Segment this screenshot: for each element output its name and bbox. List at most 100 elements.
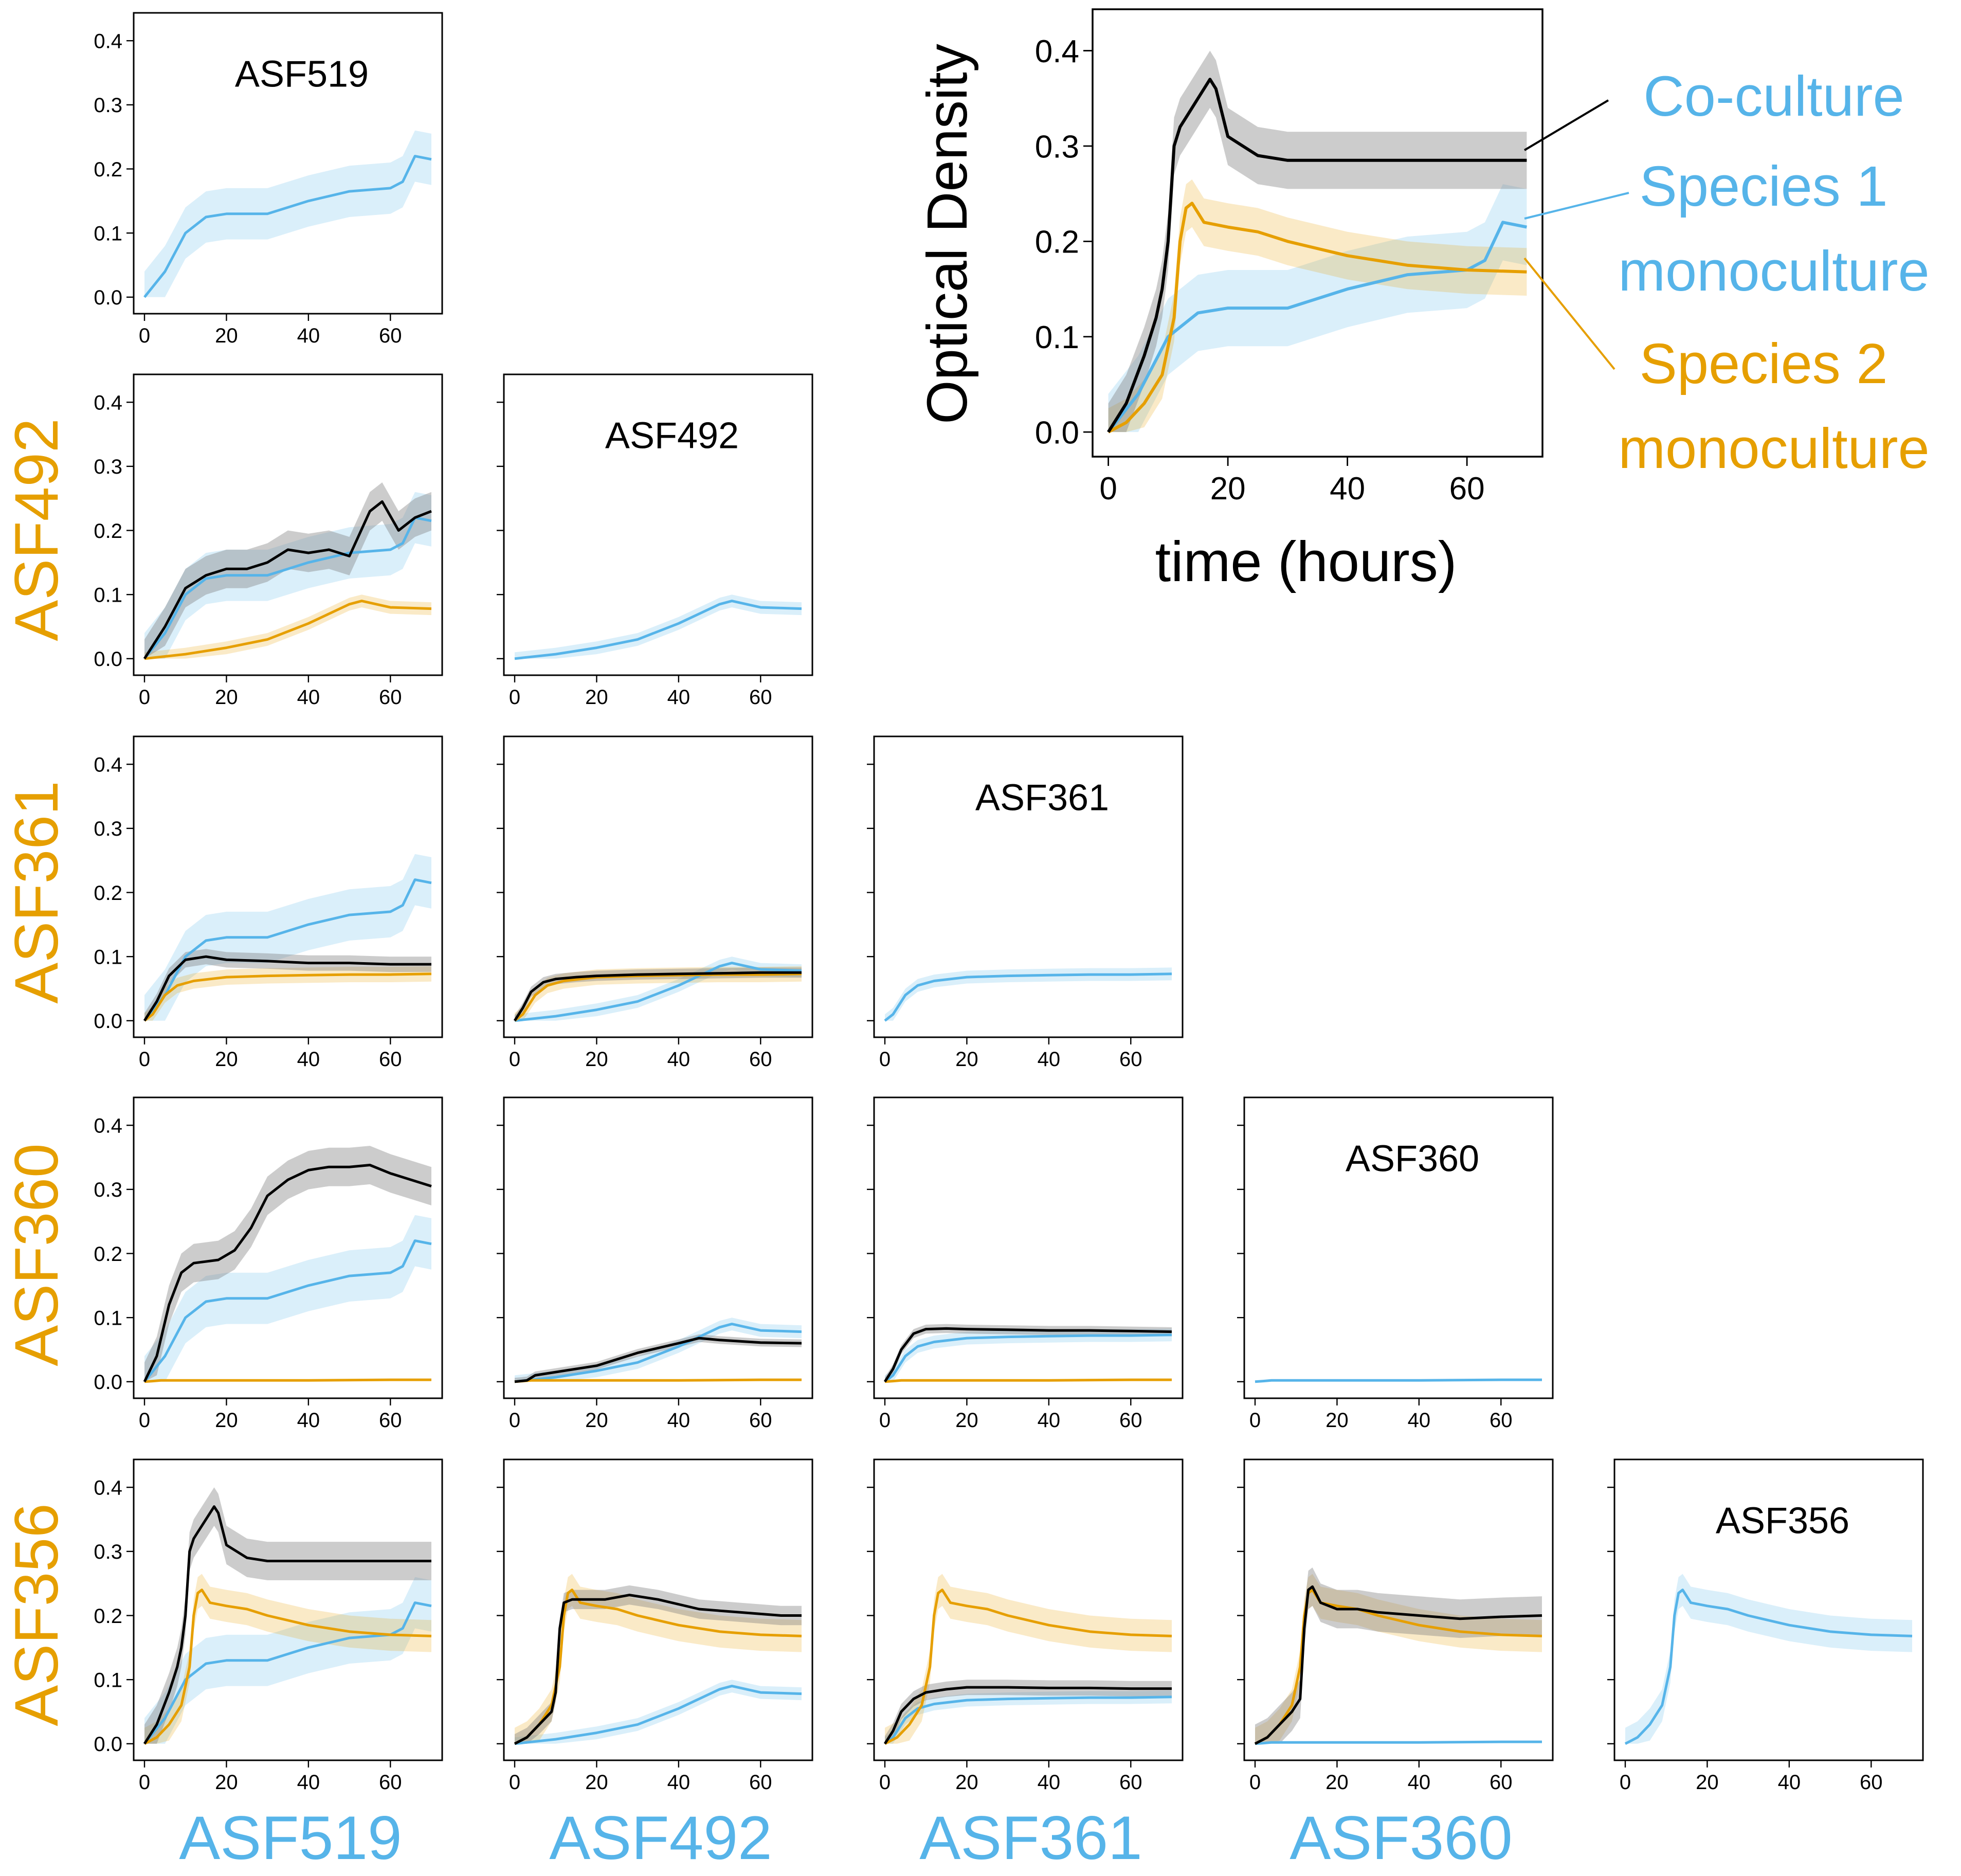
series-line-coculture	[143, 955, 431, 1022]
legend-species1-label-line2: monoculture	[1618, 240, 1929, 303]
band-species2	[144, 1574, 431, 1744]
x-tick-label: 20	[585, 1048, 608, 1071]
x-tick-label: 20	[215, 1771, 238, 1794]
x-tick-label: 0	[1620, 1771, 1631, 1794]
band-coculture	[885, 1680, 1172, 1744]
series-line-species1	[884, 1333, 1172, 1383]
series-line-species1	[143, 155, 432, 298]
panel-grid: 0 20 40 60 0.0 0.1 0.2 0.3 0.4 ASF519 0 20 40 60 ASF49…	[94, 12, 1924, 1794]
x-tick-label: 0	[1249, 1409, 1261, 1432]
row-label-asf492: ASF492	[2, 418, 71, 641]
band-species1	[515, 957, 802, 1021]
x-tick-label: 60	[1860, 1771, 1883, 1794]
x-tick-label: 0	[139, 324, 150, 347]
x-tick-label: 60	[1119, 1771, 1142, 1794]
x-tick-label: 20	[585, 1771, 608, 1794]
band-species1	[144, 1215, 431, 1382]
y-tick-label: 0.1	[94, 1669, 122, 1692]
legend-panel: 0 20 40 60 0.0 0.1 0.2 0.3 0.4	[1035, 8, 1544, 507]
series-line-species1	[514, 962, 802, 1022]
legend-xlabel: time (hours)	[1155, 530, 1457, 593]
x-tick-label: 0	[879, 1409, 891, 1432]
x-tick-label: 0	[139, 686, 150, 709]
x-tick-label: 0	[879, 1771, 891, 1794]
series-line-species1	[884, 972, 1172, 1022]
y-tick-label: 0.2	[94, 158, 122, 181]
band-species1	[885, 1690, 1172, 1744]
panel-title: ASF360	[1346, 1138, 1479, 1179]
x-tick-label: 40	[1408, 1771, 1431, 1794]
panel-frame	[873, 1096, 1184, 1399]
x-tick-label: 40	[667, 686, 691, 709]
x-tick-label: 60	[379, 1409, 402, 1432]
panel-frame	[133, 373, 443, 676]
x-tick-label: 20	[1696, 1771, 1719, 1794]
x-tick-label: 60	[749, 1771, 772, 1794]
x-tick-label: 60	[379, 686, 402, 709]
x-tick-label: 40	[1330, 471, 1365, 507]
x-tick-label: 60	[379, 1771, 402, 1794]
band-species1	[515, 1680, 802, 1744]
x-tick-label: 60	[749, 686, 772, 709]
y-tick-label: 0.0	[94, 1733, 122, 1756]
band-species2	[1108, 179, 1527, 432]
series-line-species1	[1107, 221, 1527, 433]
y-tick-label: 0.3	[94, 1541, 122, 1563]
series-line-species1	[514, 1685, 802, 1745]
legend-coculture-label: Co-culture	[1643, 65, 1904, 128]
band-species1	[515, 1318, 802, 1382]
series-line-coculture	[514, 1594, 802, 1745]
y-tick-label: 0.0	[94, 1010, 122, 1033]
panel-asf356: 0 20 40 60 ASF356	[1607, 1458, 1924, 1794]
y-tick-label: 0.1	[94, 223, 122, 245]
y-tick-label: 0.4	[94, 1115, 122, 1138]
panel-frame	[503, 1458, 813, 1761]
legend-ylabel: Optical Density	[916, 44, 979, 424]
series-line-species1	[1255, 1378, 1542, 1383]
band-coculture	[144, 1487, 431, 1744]
x-tick-label: 20	[955, 1409, 978, 1432]
band-species1	[144, 130, 431, 297]
band-coculture	[515, 967, 802, 1021]
y-tick-label: 0.1	[94, 584, 122, 607]
panel-asf356-x-asf360: 0 20 40 60	[1237, 1458, 1554, 1794]
series-line-species1	[1624, 1589, 1913, 1745]
x-tick-label: 60	[749, 1409, 772, 1432]
series-line-coculture	[143, 1164, 432, 1382]
band-coculture	[515, 1334, 802, 1382]
panel-frame	[503, 735, 813, 1038]
x-tick-label: 0	[1099, 471, 1117, 507]
panel-asf360-x-asf361: 0 20 40 60	[867, 1096, 1184, 1432]
y-tick-label: 0.1	[94, 1307, 122, 1330]
series-line-species1	[884, 1695, 1172, 1745]
callout-coculture	[1523, 99, 1609, 151]
legend-species2-label-line2: monoculture	[1618, 417, 1929, 480]
y-tick-label: 0.0	[94, 286, 122, 309]
x-tick-label: 40	[1778, 1771, 1801, 1794]
column-label-asf361: ASF361	[919, 1803, 1142, 1872]
x-tick-label: 20	[1210, 471, 1246, 507]
series-line-species1	[143, 516, 432, 660]
series-line-species2	[143, 972, 432, 1022]
x-tick-label: 20	[585, 686, 608, 709]
panel-title: ASF356	[1716, 1500, 1849, 1541]
y-tick-label: 0.2	[94, 882, 122, 905]
y-tick-label: 0.2	[1035, 225, 1079, 260]
column-label-asf492: ASF492	[549, 1803, 772, 1872]
panel-asf492-x-asf519: 0 20 40 60 0.0 0.1 0.2 0.3 0.4	[94, 373, 443, 709]
callout-species1	[1524, 192, 1629, 220]
series-line-coculture	[883, 1686, 1172, 1745]
band-coculture	[1108, 50, 1527, 432]
row-label-asf361: ASF361	[2, 781, 71, 1004]
legend-species1-label-line1: Species 1	[1639, 155, 1887, 218]
band-coculture	[144, 482, 431, 659]
panel-title: ASF492	[605, 415, 739, 456]
x-tick-label: 0	[509, 1048, 520, 1071]
band-coculture	[144, 949, 431, 1021]
band-species2	[1255, 1574, 1542, 1744]
y-tick-label: 0.2	[94, 1605, 122, 1628]
y-tick-label: 0.3	[94, 1179, 122, 1201]
y-tick-label: 0.4	[94, 30, 122, 53]
y-tick-label: 0.3	[1035, 129, 1079, 165]
